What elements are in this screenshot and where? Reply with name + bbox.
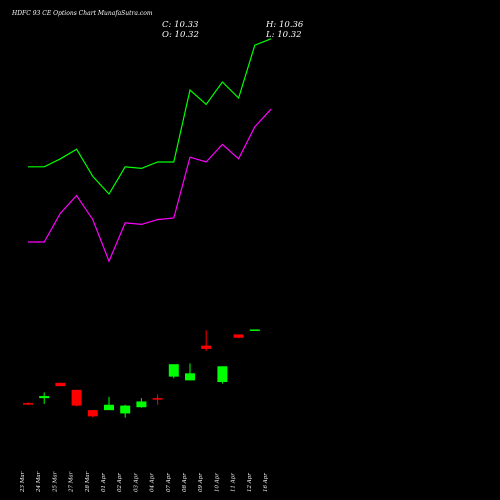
candle-body bbox=[104, 404, 114, 411]
x-tick-label: 12 Apr bbox=[247, 473, 253, 492]
x-tick-label: 16 Apr bbox=[263, 473, 269, 492]
high-value: H: 10.36 bbox=[266, 20, 304, 30]
x-tick-label: 03 Apr bbox=[133, 473, 139, 492]
x-tick-label: 09 Apr bbox=[198, 473, 204, 492]
x-tick-label: 27 Mar bbox=[69, 471, 75, 493]
candle-body bbox=[71, 389, 82, 406]
open-value: O: 10.32 bbox=[162, 30, 199, 40]
upper-band-line bbox=[28, 38, 272, 195]
x-tick-label: 28 Mar bbox=[85, 471, 91, 493]
band-lines bbox=[28, 38, 272, 263]
x-tick-label: 11 Apr bbox=[231, 473, 237, 492]
close-value: C: 10.33 bbox=[162, 20, 199, 30]
candle-body bbox=[233, 334, 244, 338]
x-axis-labels: 23 Mar 24 Mar 25 Mar 27 Mar 28 Mar 01 Apr 02 A… bbox=[20, 471, 269, 493]
candle-body bbox=[152, 398, 163, 400]
candle-body bbox=[201, 345, 212, 349]
chart-title: HDFC 93 CE Options Chart MunafaSutra.com bbox=[12, 10, 153, 17]
x-tick-label: 04 Apr bbox=[150, 473, 156, 492]
x-tick-label: 23 Mar bbox=[20, 471, 26, 493]
candle-body bbox=[168, 364, 179, 377]
candle-body bbox=[87, 410, 98, 417]
candle-body bbox=[55, 382, 66, 387]
low-value: L: 10.32 bbox=[266, 30, 302, 40]
candle-body bbox=[185, 373, 195, 381]
x-tick-label: 10 Apr bbox=[214, 473, 220, 492]
lower-band-line bbox=[28, 108, 272, 263]
candle-body bbox=[23, 403, 33, 405]
x-tick-label: 08 Apr bbox=[182, 473, 188, 492]
x-tick-label: 01 Apr bbox=[101, 473, 107, 492]
candle-body bbox=[249, 329, 260, 331]
x-tick-label: 25 Mar bbox=[52, 471, 58, 493]
candle-body bbox=[136, 401, 147, 408]
x-tick-label: 24 Mar bbox=[36, 471, 42, 493]
x-tick-label: 02 Apr bbox=[117, 473, 123, 492]
x-tick-label: 07 Apr bbox=[166, 473, 172, 492]
candle-body bbox=[120, 405, 131, 414]
candle-body bbox=[39, 396, 50, 399]
candles bbox=[23, 329, 260, 418]
candle-body bbox=[217, 366, 228, 382]
